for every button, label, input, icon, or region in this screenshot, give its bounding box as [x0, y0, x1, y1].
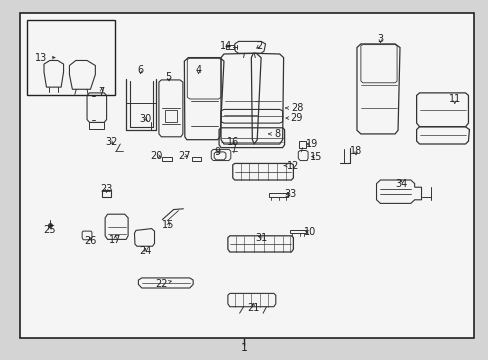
Text: 15: 15 [162, 220, 174, 230]
Text: 7: 7 [99, 87, 104, 97]
Text: 33: 33 [283, 189, 296, 199]
Text: 30: 30 [139, 114, 151, 124]
Text: 17: 17 [109, 235, 122, 245]
Text: 8: 8 [268, 129, 280, 139]
Text: 11: 11 [447, 94, 460, 104]
Text: 24: 24 [139, 246, 151, 256]
Text: 5: 5 [165, 72, 171, 82]
Text: 12: 12 [284, 161, 299, 171]
Text: 10: 10 [304, 227, 316, 237]
Text: 9: 9 [214, 147, 220, 157]
Text: 2: 2 [256, 41, 262, 51]
Text: 18: 18 [349, 146, 362, 156]
Text: 26: 26 [83, 236, 96, 246]
Text: 21: 21 [246, 303, 259, 313]
Text: 4: 4 [195, 65, 201, 75]
Text: 3: 3 [377, 34, 383, 44]
Text: 34: 34 [394, 179, 407, 189]
Text: 15: 15 [309, 152, 322, 162]
Text: 27: 27 [178, 150, 191, 161]
Text: 14: 14 [219, 41, 232, 51]
Text: 13: 13 [34, 53, 55, 63]
Text: 22: 22 [155, 279, 171, 289]
Text: 6: 6 [137, 65, 143, 75]
Text: 32: 32 [105, 137, 118, 147]
Text: 20: 20 [150, 150, 163, 161]
Text: 31: 31 [255, 233, 267, 243]
Bar [27, 20, 115, 95]
Text: 16: 16 [226, 137, 239, 147]
Text: 23: 23 [100, 184, 113, 194]
Text: 19: 19 [305, 139, 318, 149]
Text: 28: 28 [285, 103, 303, 113]
Text: 1: 1 [241, 343, 247, 354]
Text: 25: 25 [43, 225, 56, 235]
Text: 29: 29 [285, 113, 302, 123]
